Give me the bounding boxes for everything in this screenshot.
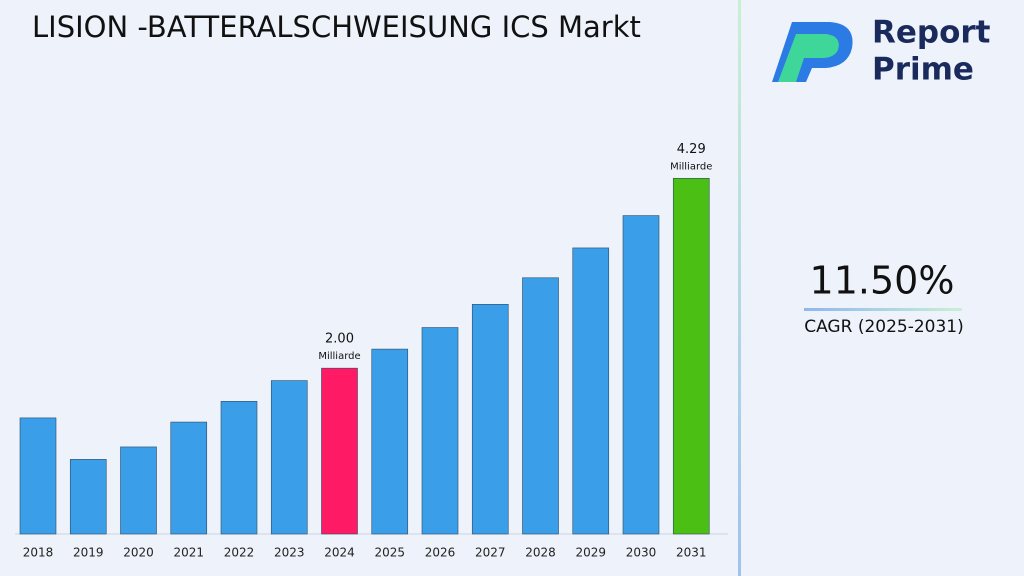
bar bbox=[471, 304, 509, 535]
logo: Report Prime bbox=[772, 15, 991, 88]
bar bbox=[572, 247, 610, 535]
x-tick-label: 2024 bbox=[324, 546, 355, 560]
bar bbox=[69, 459, 107, 535]
bar bbox=[170, 421, 208, 535]
value-label: 4.29 bbox=[677, 142, 706, 157]
bar bbox=[672, 177, 710, 535]
x-tick-label: 2030 bbox=[626, 546, 657, 560]
x-tick-label: 2026 bbox=[425, 546, 456, 560]
x-tick-label: 2025 bbox=[374, 546, 405, 560]
bar bbox=[321, 367, 358, 535]
x-tick-label: 2023 bbox=[274, 546, 305, 560]
x-tick-label: 2031 bbox=[676, 546, 707, 560]
x-tick-label: 2029 bbox=[575, 546, 606, 560]
x-tick-label: 2021 bbox=[173, 546, 204, 560]
value-unit: Milliarde bbox=[318, 351, 360, 362]
logo-text: Prime bbox=[872, 52, 974, 88]
bar bbox=[220, 401, 258, 535]
bar bbox=[371, 348, 409, 535]
bar bbox=[270, 380, 308, 535]
bar bbox=[622, 215, 660, 535]
bar bbox=[120, 446, 157, 535]
x-tick-label: 2019 bbox=[73, 546, 104, 560]
bar bbox=[421, 327, 459, 535]
logo-text: Report bbox=[872, 15, 991, 51]
value-unit: Milliarde bbox=[670, 161, 712, 172]
cagr-value: 11.50% bbox=[810, 259, 955, 303]
logo-mark-inner bbox=[778, 34, 839, 82]
value-label: 2.00 bbox=[325, 332, 354, 347]
divider bbox=[738, 0, 741, 576]
x-tick-label: 2028 bbox=[525, 546, 556, 560]
cagr-underline bbox=[804, 308, 962, 311]
bar bbox=[19, 417, 57, 535]
x-tick-label: 2027 bbox=[475, 546, 506, 560]
bar bbox=[522, 277, 559, 535]
cagr-label: CAGR (2025-2031) bbox=[804, 317, 964, 337]
chart-title: LISION -BATTERALSCHWEISUNG ICS Markt bbox=[32, 10, 641, 44]
x-tick-label: 2020 bbox=[123, 546, 154, 560]
x-tick-label: 2018 bbox=[23, 546, 54, 560]
x-tick-label: 2022 bbox=[224, 546, 255, 560]
